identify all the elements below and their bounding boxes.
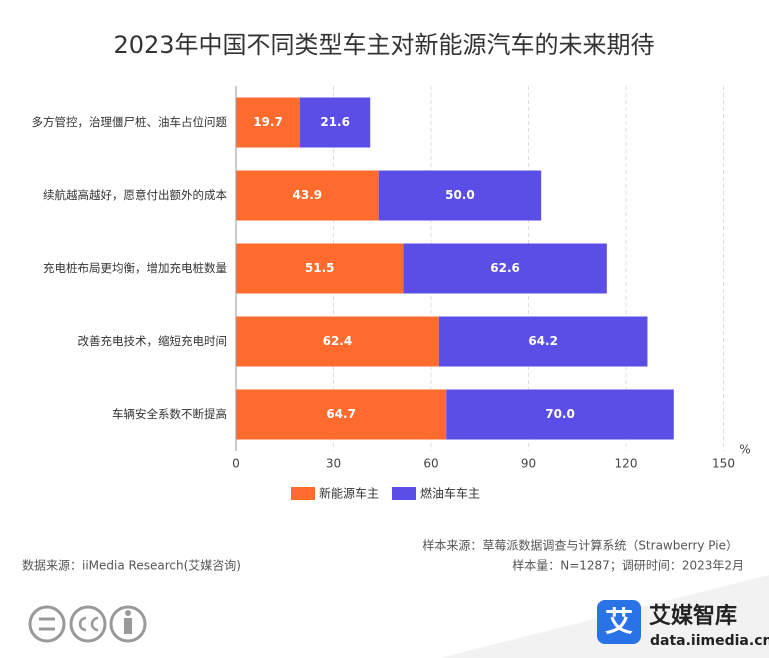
value-label: 64.2 [528, 334, 558, 348]
bar-segment [378, 170, 542, 221]
legend-label: 新能源车主 [319, 486, 379, 501]
y-tick-label: 改善充电技术，缩短充电时间 [78, 334, 228, 348]
y-tick-label: 多方管控，治理僵尸桩、油车占位问题 [32, 115, 228, 129]
x-unit: % [739, 443, 750, 457]
bar-segment [236, 97, 301, 148]
source-note: 样本来源：草莓派数据调查与计算系统（Strawberry Pie） [422, 538, 738, 553]
bar-segment [300, 97, 371, 148]
chart-title: 2023年中国不同类型车主对新能源汽车的未来期待 [113, 31, 654, 59]
legend-swatch [291, 487, 315, 500]
value-label: 43.9 [293, 188, 323, 202]
y-tick-label: 充电桩布局更均衡，增加充电桩数量 [43, 261, 227, 275]
legend-swatch [392, 487, 416, 500]
value-label: 70.0 [545, 407, 575, 421]
legend-label: 燃油车车主 [420, 486, 480, 501]
brand-icon [597, 600, 641, 644]
data-source: 数据来源：iiMedia Research(艾媒咨询) [22, 558, 241, 573]
x-tick-label: 60 [423, 457, 438, 471]
x-tick-label: 30 [326, 457, 341, 471]
bar-segment [236, 389, 447, 440]
x-tick-label: 120 [615, 457, 638, 471]
brand-name: 艾媒智库 [649, 603, 737, 629]
x-tick-label: 90 [521, 457, 536, 471]
cc-icons [28, 605, 147, 643]
value-label: 21.6 [320, 115, 350, 129]
value-label: 51.5 [305, 261, 335, 275]
bar-segment [438, 316, 648, 367]
brand-icon-text: 艾 [605, 605, 633, 638]
bar-segment [236, 170, 379, 221]
bar-segment [446, 389, 674, 440]
value-label: 62.6 [490, 261, 520, 275]
value-label: 50.0 [445, 188, 475, 202]
value-label: 64.7 [326, 407, 356, 421]
value-label: 62.4 [323, 334, 353, 348]
bar-segment [403, 243, 607, 294]
brand-url: data.iimedia.cn [650, 633, 769, 649]
x-tick-label: 0 [232, 457, 240, 471]
value-label: 19.7 [253, 115, 283, 129]
y-tick-label: 续航越高越好，愿意付出额外的成本 [43, 188, 227, 202]
y-tick-label: 车辆安全系数不断提高 [112, 407, 227, 421]
x-tick-label: 150 [712, 457, 735, 471]
bar-segment [236, 316, 439, 367]
bar-segment [236, 243, 404, 294]
sample-note: 样本量：N=1287；调研时间：2023年2月 [512, 558, 744, 573]
